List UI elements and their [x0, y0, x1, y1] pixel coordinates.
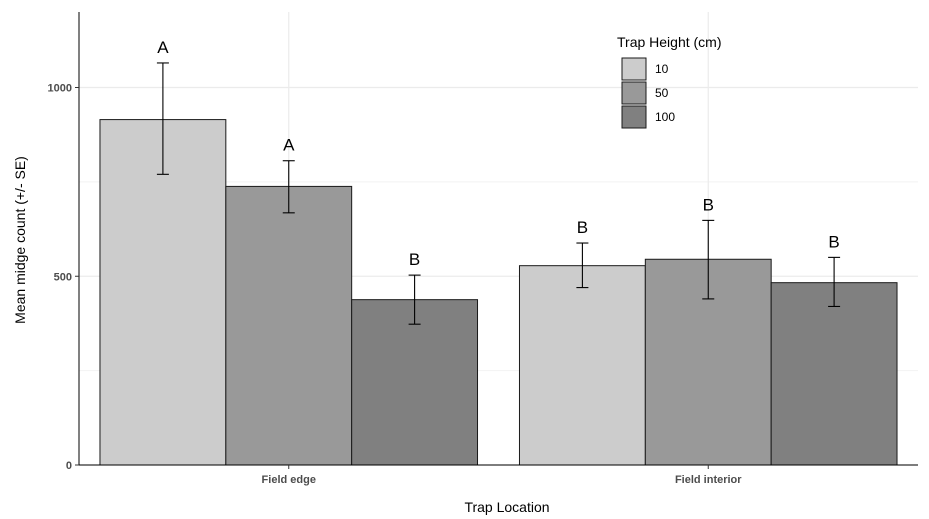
legend: Trap Height (cm) 10 50 100 — [617, 34, 722, 129]
error-bars — [156, 62, 841, 325]
significance-letter: B — [577, 218, 588, 237]
legend-label: 10 — [655, 62, 669, 76]
x-axis-ticks: Field edge Field interior — [262, 465, 742, 486]
bar — [770, 282, 898, 466]
significance-letter: B — [828, 232, 839, 251]
legend-items: 10 50 100 — [621, 57, 675, 129]
y-tick-label: 1000 — [48, 83, 72, 95]
significance-letter: B — [409, 250, 420, 269]
y-tick-label: 500 — [54, 271, 72, 283]
legend-swatch — [621, 57, 647, 81]
significance-letters: A B A B B B — [157, 38, 840, 269]
x-axis-title: Trap Location — [464, 499, 549, 515]
legend-title: Trap Height (cm) — [617, 34, 722, 50]
significance-letter: A — [157, 38, 169, 57]
y-axis-title: Mean midge count (+/- SE) — [12, 156, 28, 324]
legend-swatch — [621, 81, 647, 105]
legend-swatch — [621, 105, 647, 129]
x-tick-label: Field interior — [675, 474, 742, 486]
y-tick-label: 0 — [66, 460, 72, 472]
bar — [225, 185, 353, 466]
significance-letter: B — [703, 195, 714, 214]
y-axis-ticks: 0 500 1000 — [48, 83, 79, 472]
bar — [351, 299, 479, 466]
legend-label: 50 — [655, 86, 669, 100]
bars — [99, 119, 898, 466]
legend-label: 100 — [655, 110, 675, 124]
significance-letter: A — [283, 136, 295, 155]
bar — [518, 265, 646, 466]
x-tick-label: Field edge — [262, 474, 316, 486]
